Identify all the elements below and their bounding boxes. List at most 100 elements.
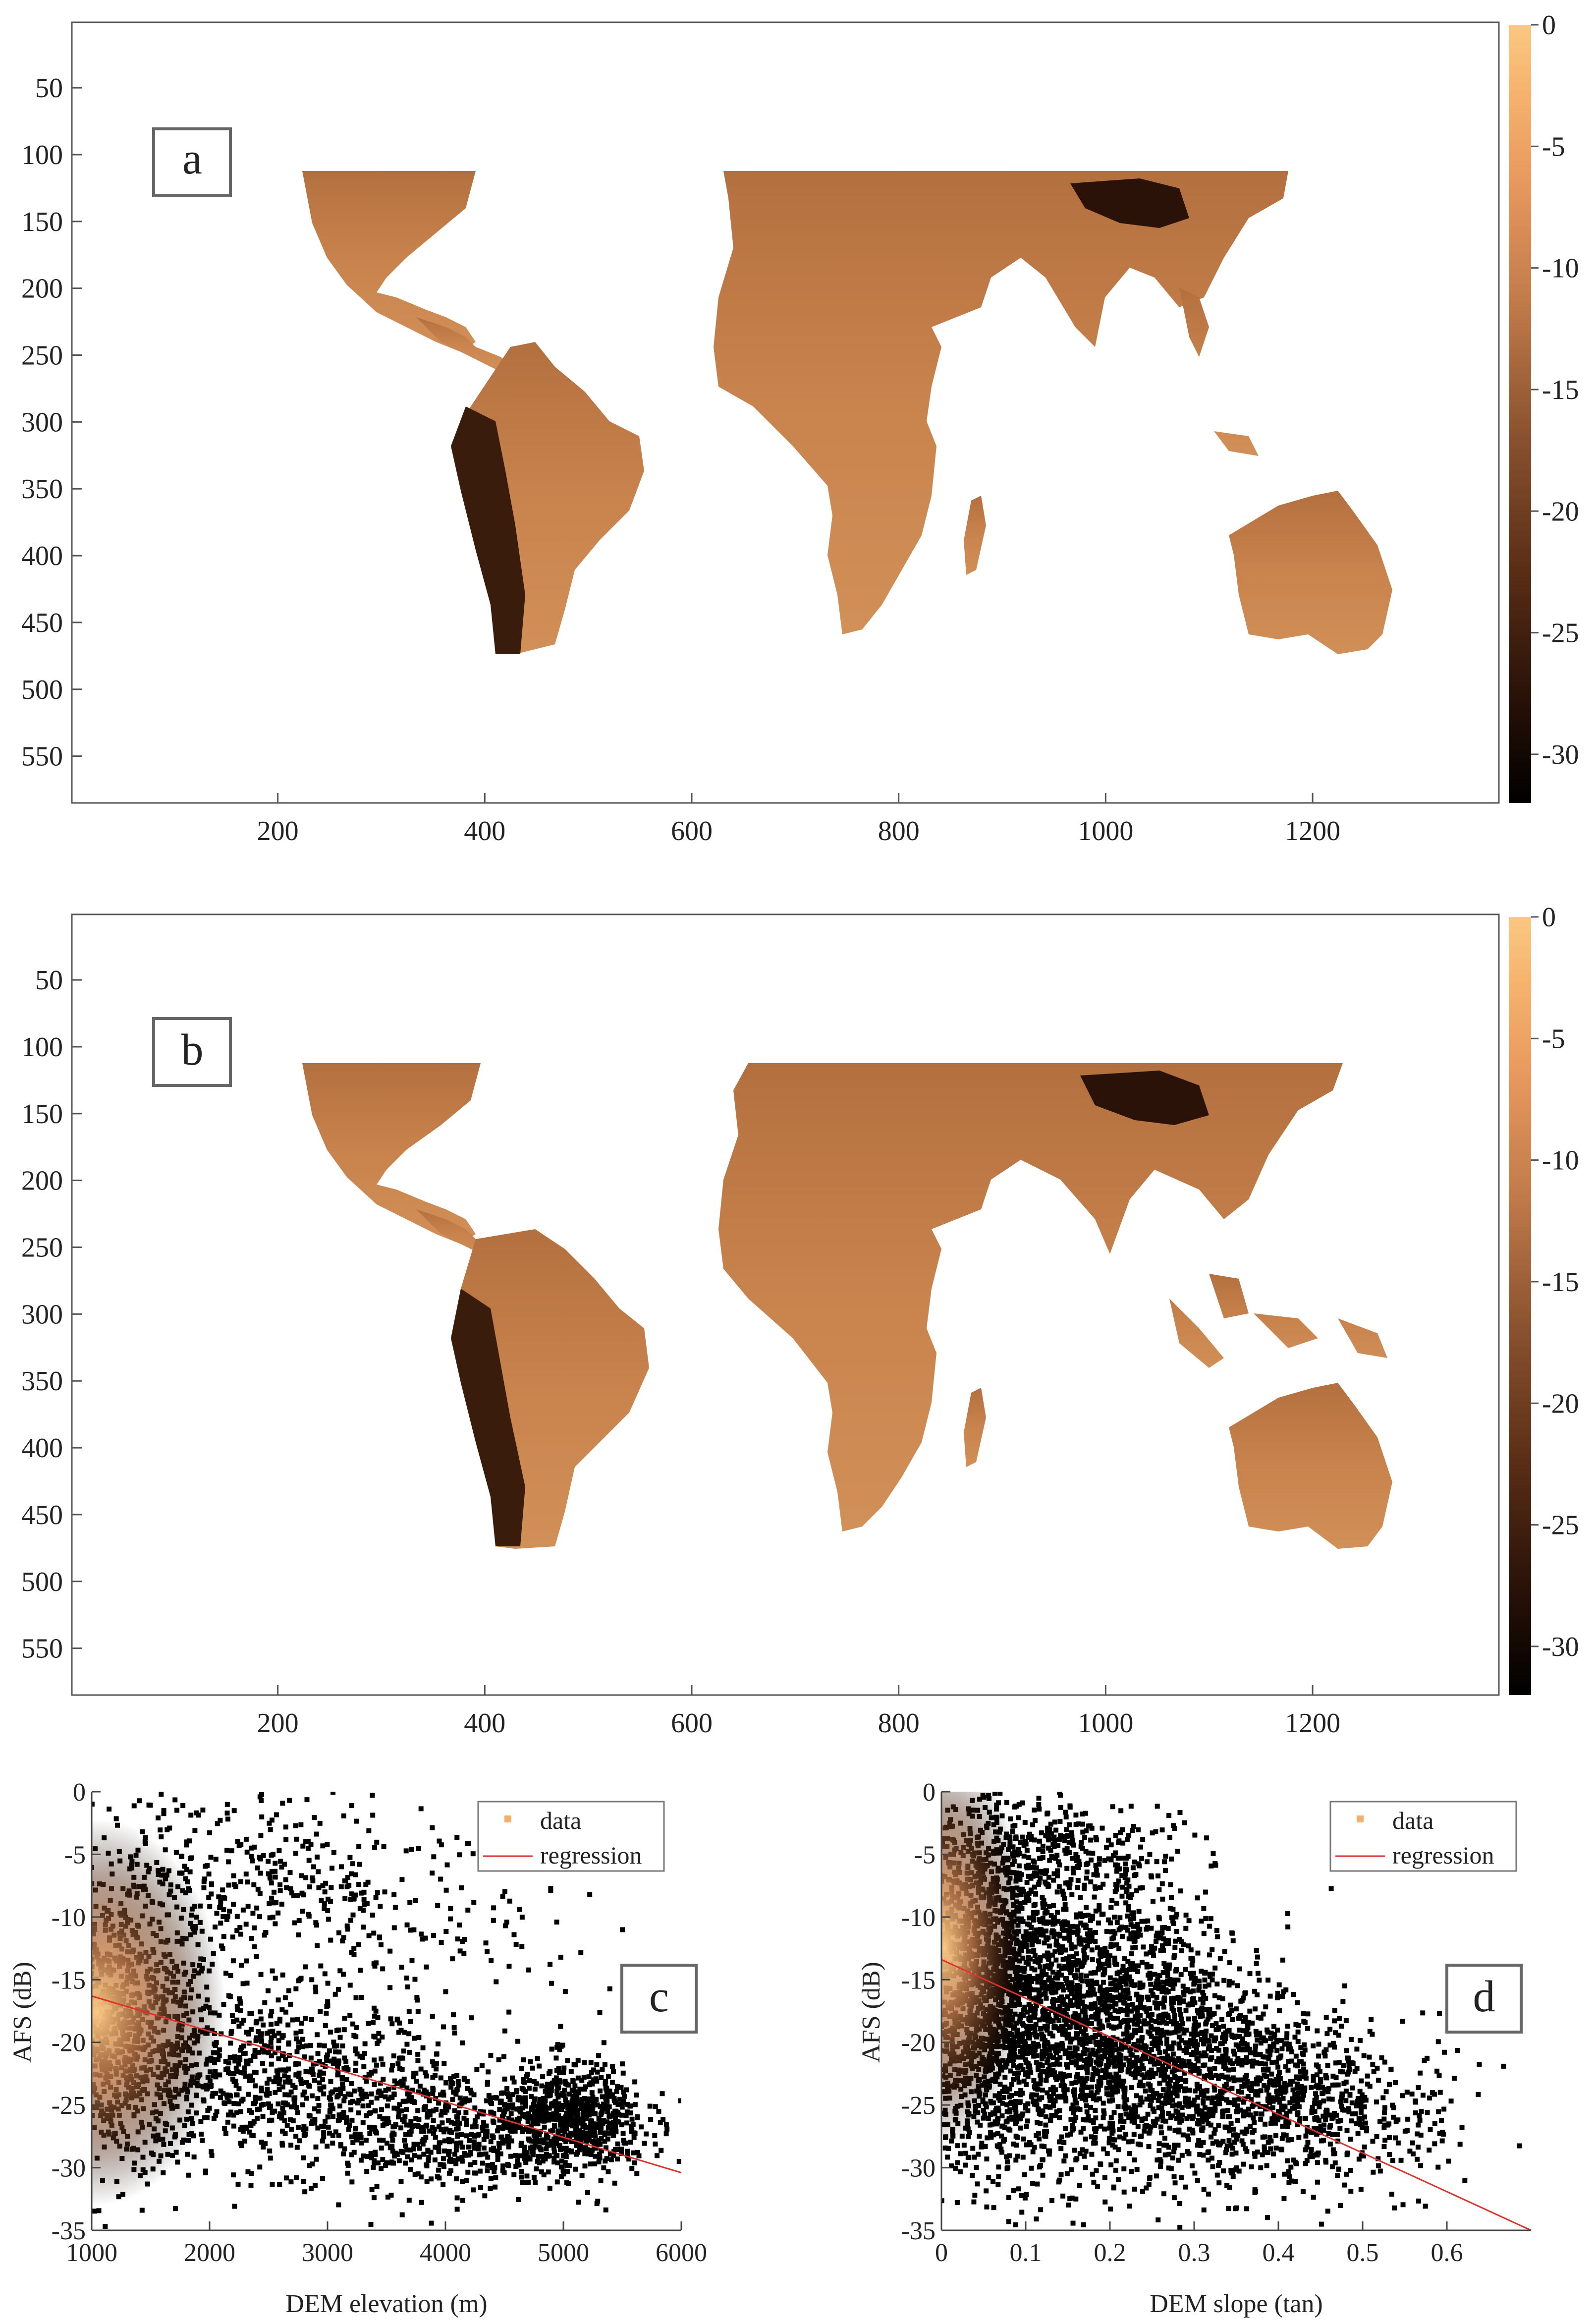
scatter-point [611, 2069, 616, 2074]
scatter-point [380, 2157, 385, 2162]
scatter-point [599, 2075, 604, 2080]
scatter-point [373, 2008, 379, 2014]
scatter-point [531, 2139, 537, 2144]
scatter-point [1009, 2093, 1014, 2098]
scatter-point [403, 2160, 408, 2166]
scatter-point [440, 2024, 446, 2030]
scatter-point [248, 2121, 253, 2126]
colorbar-tick-label: -20 [1542, 1388, 1579, 1419]
scatter-point [1050, 1970, 1056, 1975]
scatter-point [1040, 2108, 1046, 2114]
scatter-point [241, 2043, 246, 2049]
scatter-point [544, 2132, 550, 2138]
scatter-point [505, 2134, 510, 2139]
scatter-point [333, 2049, 338, 2055]
scatter-point [1006, 2219, 1011, 2224]
scatter-point [335, 2093, 341, 2098]
scatter-point [371, 2005, 377, 2011]
scatter-point [451, 2074, 457, 2079]
scatter-point [440, 2090, 446, 2095]
scatter-point [327, 2048, 332, 2053]
scatter-point [253, 2099, 258, 2104]
scatter-point [488, 2186, 493, 2191]
scatter-point [420, 1936, 425, 1942]
scatter-point [426, 2158, 431, 2163]
scatter-point [1025, 2009, 1030, 2015]
scatter-point [411, 2036, 417, 2041]
scatter-point [504, 1920, 509, 1925]
scatter-point [569, 2148, 574, 2154]
scatter-point [574, 2098, 580, 2103]
scatter-point [448, 2168, 454, 2173]
scatter-point [277, 2077, 282, 2082]
scatter-point [554, 1920, 559, 1925]
scatter-point [366, 1933, 372, 1938]
scatter-point [284, 1885, 289, 1890]
scatter-point [1030, 2149, 1036, 2154]
scatter-point [438, 2092, 443, 2097]
scatter-point [1044, 1868, 1049, 1873]
scatter-point [246, 2092, 251, 2097]
scatter-point [572, 2139, 577, 2144]
scatter-point [202, 1876, 208, 1882]
scatter-point [1070, 1866, 1076, 1871]
scatter-point [389, 2067, 394, 2073]
scatter-point [1189, 1976, 1194, 1981]
scatter-point [574, 2143, 580, 2148]
scatter-point [243, 1922, 249, 1927]
scatter-point [1005, 2165, 1011, 2170]
scatter-point [504, 2106, 510, 2111]
scatter-point [413, 2070, 419, 2076]
scatter-point [385, 2103, 390, 2108]
scatter-point [624, 2109, 630, 2115]
scatter-point [412, 1977, 418, 1982]
scatter-point [282, 2079, 288, 2085]
scatter-point [404, 2041, 410, 2047]
scatter-point [587, 2131, 592, 2136]
scatter-point [512, 2128, 518, 2134]
scatter-point [1113, 2167, 1118, 2173]
scatter-point [580, 2130, 585, 2135]
scatter-point [572, 2089, 578, 2095]
scatter-point [180, 1803, 186, 1808]
scatter-point [1091, 1872, 1097, 1877]
scatter-point [571, 2097, 577, 2102]
scatter-point [483, 2151, 489, 2156]
scatter-point [632, 2160, 637, 2165]
scatter-point [447, 2170, 452, 2176]
scatter-point [223, 2131, 228, 2136]
scatter-point [583, 2116, 589, 2121]
scatter-point [469, 2015, 474, 2021]
scatter-point [632, 2102, 638, 2107]
scatter-point [627, 2103, 633, 2109]
scatter-point [242, 2138, 248, 2144]
scatter-point [538, 2139, 544, 2145]
scatter-point [559, 2107, 564, 2112]
scatter-point [593, 2102, 598, 2108]
scatter-point [1129, 2139, 1135, 2144]
scatter-point [356, 1942, 361, 1947]
scatter-point [558, 1954, 563, 1960]
scatter-point [221, 1934, 226, 1939]
scatter-point [552, 2150, 557, 2155]
scatter-point [517, 1907, 522, 1912]
scatter-point [203, 2168, 208, 2174]
scatter-point [221, 1895, 226, 1900]
colorbar-tick-label: -5 [1542, 1023, 1565, 1054]
scatter-point [260, 2061, 265, 2066]
scatter-point [542, 2099, 547, 2105]
scatter-point [525, 2180, 530, 2185]
scatter-point [555, 2107, 560, 2112]
scatter-point [1028, 2006, 1033, 2011]
scatter-point [1020, 2067, 1026, 2072]
scatter-point [1045, 2027, 1050, 2033]
scatter-point [511, 2079, 517, 2085]
scatter-point [359, 2140, 364, 2146]
scatter-point [577, 2087, 583, 2092]
scatter-c-legend-data-marker [504, 1815, 511, 1822]
scatter-point [322, 1901, 327, 1907]
scatter-point [678, 2098, 681, 2103]
scatter-point [484, 2123, 489, 2129]
scatter-point [220, 1914, 226, 1919]
scatter-c-density-glow [92, 1819, 225, 2206]
